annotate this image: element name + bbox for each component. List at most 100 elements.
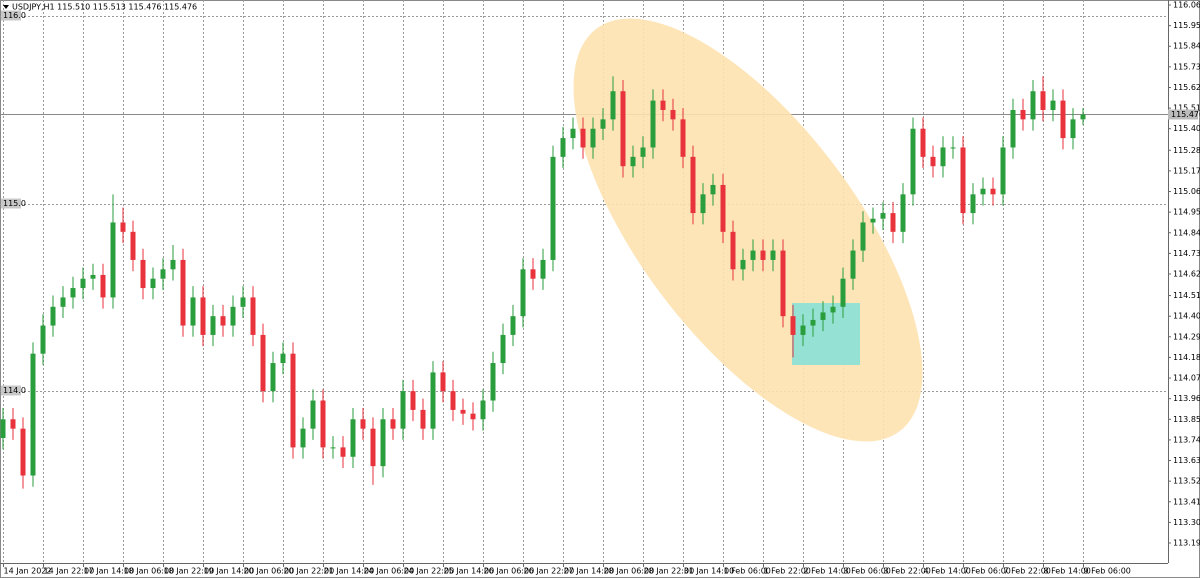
candle-body xyxy=(650,100,656,148)
candle-body xyxy=(390,419,396,429)
candle-body xyxy=(0,419,6,439)
x-tick-label: 27 Jan 14:00 xyxy=(564,567,615,576)
candle-body xyxy=(1060,100,1066,139)
candle-body xyxy=(120,222,126,232)
candle-body xyxy=(760,250,766,260)
candle-body xyxy=(530,269,536,279)
x-tick-label: 31 Jan 14:00 xyxy=(684,567,735,576)
x-tick-label: 1 Feb 06:00 xyxy=(724,567,771,576)
x-tick-label: 17 Jan 14:00 xyxy=(84,567,135,576)
candle-body xyxy=(1000,147,1006,195)
candle-body xyxy=(570,128,576,139)
x-tick-label: 19 Jan 14:00 xyxy=(204,567,255,576)
y-tick-label: 114.955 xyxy=(1173,208,1200,217)
candle-body xyxy=(220,316,226,326)
x-tick-label: 1 Feb 22:00 xyxy=(764,567,811,576)
candle-body xyxy=(110,222,116,298)
candle-body xyxy=(940,147,946,167)
candle-body xyxy=(470,413,476,420)
candle-body xyxy=(50,306,56,326)
candle-body xyxy=(210,316,216,335)
y-tick-label: 114.625 xyxy=(1173,270,1200,279)
candle-body xyxy=(1020,109,1026,120)
candle-body xyxy=(970,194,976,214)
candle-body xyxy=(350,419,356,457)
candle-body xyxy=(340,447,346,457)
candle-body xyxy=(790,316,796,335)
candle-body xyxy=(190,297,196,326)
candle-body xyxy=(170,259,176,270)
candle-body xyxy=(90,274,96,279)
candle-body xyxy=(330,447,336,449)
candle-body xyxy=(590,128,596,148)
candle-body xyxy=(870,218,876,223)
level-label: 114.0 xyxy=(3,386,26,395)
x-tick-label: 7 Feb 06:00 xyxy=(964,567,1011,576)
candle-body xyxy=(400,391,406,429)
x-tick-label: 18 Jan 06:00 xyxy=(124,567,175,576)
y-tick-label: 114.510 xyxy=(1173,291,1200,300)
candle-body xyxy=(100,274,106,298)
x-tick-label: 26 Jan 22:00 xyxy=(524,567,575,576)
y-tick-label: 114.290 xyxy=(1173,332,1200,341)
candle-body xyxy=(660,100,666,110)
x-tick-label: 20 Jan 06:00 xyxy=(244,567,295,576)
x-tick-label: 24 Jan 06:00 xyxy=(364,567,415,576)
candle-body xyxy=(580,128,586,148)
candle-body xyxy=(770,250,776,260)
candle-body xyxy=(860,222,866,251)
x-tick-label: 3 Feb 22:00 xyxy=(884,567,931,576)
candle-body xyxy=(670,109,676,120)
x-tick-label: 2 Feb 14:00 xyxy=(804,567,851,576)
candle-body xyxy=(250,297,256,335)
x-tick-label: 25 Jan 14:00 xyxy=(444,567,495,576)
candle-body xyxy=(980,188,986,195)
candle-body xyxy=(1040,91,1046,110)
candle-body xyxy=(1070,119,1076,139)
candle-body xyxy=(750,250,756,260)
candle-body xyxy=(270,363,276,392)
candle-body xyxy=(260,334,266,392)
candle-body xyxy=(40,325,46,354)
candle-body xyxy=(920,128,926,157)
level-label-box xyxy=(1,385,21,396)
y-tick-label: 115.285 xyxy=(1173,146,1200,155)
candle-body xyxy=(230,306,236,326)
level-label: 115.0 xyxy=(3,199,26,208)
candle-body xyxy=(480,400,486,420)
y-tick-label: 115.730 xyxy=(1173,62,1200,71)
candle-body xyxy=(1050,100,1056,110)
candle-body xyxy=(900,194,906,232)
x-tick-label: 8 Feb 14:00 xyxy=(1044,567,1091,576)
x-tick-label: 4 Feb 14:00 xyxy=(924,567,971,576)
candle-body xyxy=(300,428,306,448)
candle-body xyxy=(720,184,726,232)
candle-body xyxy=(780,250,786,317)
y-tick-label: 115.065 xyxy=(1173,187,1200,196)
candle-body xyxy=(70,288,76,298)
y-tick-label: 114.180 xyxy=(1173,353,1200,362)
x-tick-label: 18 Jan 22:00 xyxy=(164,567,215,576)
candle-body xyxy=(810,319,816,326)
x-tick-label: 20 Jan 22:00 xyxy=(284,567,335,576)
candle-body xyxy=(20,428,26,476)
candle-body xyxy=(360,419,366,429)
candle-body xyxy=(60,297,66,307)
candle-body xyxy=(540,259,546,279)
candles xyxy=(0,76,1086,489)
y-tick-label: 113.520 xyxy=(1173,477,1200,486)
candle-body xyxy=(370,428,376,467)
y-tick-label: 113.300 xyxy=(1173,518,1200,527)
candle-body xyxy=(880,213,886,219)
level-label-box xyxy=(1,198,21,209)
candle-body xyxy=(610,91,616,120)
candle-body xyxy=(1080,114,1086,120)
y-tick-label: 113.740 xyxy=(1173,435,1200,444)
y-tick-label: 115.620 xyxy=(1173,83,1200,92)
candle-body xyxy=(150,278,156,289)
x-tick-label: 28 Jan 22:00 xyxy=(644,567,695,576)
y-tick-label: 116.060 xyxy=(1173,1,1200,10)
candle-body xyxy=(240,297,246,307)
